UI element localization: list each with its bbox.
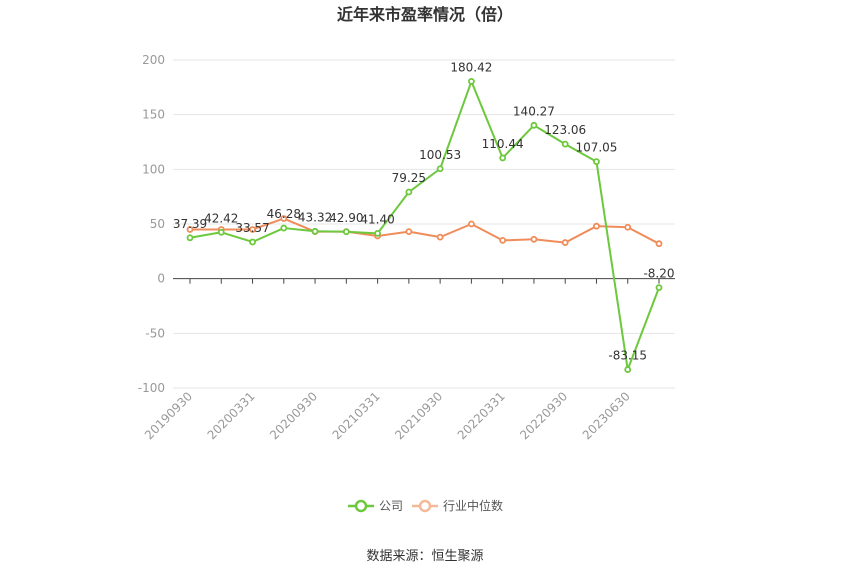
legend-label-industry: 行业中位数 bbox=[443, 498, 503, 513]
data-label: 46.28 bbox=[267, 207, 301, 221]
x-axis: 20190930 20200331 20200930 20210331 20210930… bbox=[142, 278, 660, 442]
y-tick-label: 150 bbox=[142, 108, 165, 122]
data-point-company bbox=[374, 230, 382, 237]
data-label: 42.90 bbox=[329, 211, 363, 225]
data-label: 100.53 bbox=[419, 148, 461, 162]
y-tick-label: 0 bbox=[157, 272, 165, 286]
legend-label-company: 公司 bbox=[379, 499, 403, 513]
data-point-industry bbox=[499, 236, 507, 244]
series-line-industry bbox=[190, 217, 660, 245]
data-point-company bbox=[186, 234, 194, 242]
x-tick-label: 20210930 bbox=[392, 389, 445, 442]
data-point-company bbox=[530, 121, 538, 129]
data-point-industry bbox=[530, 235, 538, 243]
data-point-company bbox=[593, 158, 600, 166]
legend: 公司 行业中位数 bbox=[348, 498, 503, 513]
legend-item-company[interactable]: 公司 bbox=[348, 499, 403, 513]
data-label: 33.57 bbox=[235, 221, 269, 235]
data-point-company bbox=[249, 238, 256, 246]
y-axis-ticks: 200 150 100 50 0 -50 -100 bbox=[138, 53, 165, 395]
data-label: 37.39 bbox=[173, 217, 207, 231]
data-point-company bbox=[467, 78, 475, 85]
x-tick-label: 20200930 bbox=[267, 389, 320, 442]
data-point-industry bbox=[405, 228, 413, 236]
data-label: 107.05 bbox=[575, 141, 617, 155]
legend-item-industry[interactable]: 行业中位数 bbox=[412, 498, 503, 513]
data-label: 43.32 bbox=[298, 210, 332, 224]
data-label: -83.15 bbox=[608, 349, 647, 363]
series-group bbox=[186, 78, 663, 373]
data-point-company bbox=[217, 228, 225, 236]
y-tick-label: -50 bbox=[145, 326, 165, 340]
series-line-company bbox=[189, 80, 660, 371]
data-point-company bbox=[499, 154, 507, 162]
y-tick-label: 200 bbox=[142, 53, 165, 67]
data-label: 123.06 bbox=[544, 123, 586, 137]
data-point-industry bbox=[186, 226, 194, 233]
data-point-industry bbox=[593, 222, 600, 230]
x-tick-label: 20190930 bbox=[142, 389, 195, 442]
legend-marker-industry bbox=[418, 499, 432, 513]
y-tick-label: 100 bbox=[142, 162, 165, 176]
x-tick-label: 20220331 bbox=[455, 389, 508, 442]
data-label: 180.42 bbox=[450, 60, 492, 74]
data-point-industry bbox=[624, 223, 632, 231]
data-point-industry bbox=[467, 220, 475, 228]
data-point-industry bbox=[436, 233, 444, 241]
data-point-industry bbox=[249, 226, 256, 233]
legend-marker-company bbox=[354, 499, 368, 513]
data-point-company bbox=[311, 227, 319, 235]
data-label: 42.42 bbox=[204, 211, 238, 225]
data-point-industry bbox=[655, 240, 663, 248]
data-label: 140.27 bbox=[513, 104, 555, 118]
data-point-company bbox=[280, 224, 288, 232]
data-source: 数据来源：恒生聚源 bbox=[366, 549, 483, 564]
data-label: 79.25 bbox=[392, 171, 426, 185]
data-label: 110.44 bbox=[482, 137, 524, 151]
data-point-company bbox=[342, 228, 350, 236]
data-point-industry bbox=[280, 215, 288, 222]
x-tick-label: 20230630 bbox=[580, 389, 633, 442]
y-tick-label: 50 bbox=[150, 217, 165, 231]
x-tick-label: 20210331 bbox=[330, 389, 383, 442]
data-point-company bbox=[436, 165, 444, 173]
data-point-industry bbox=[561, 239, 569, 246]
grid-lines bbox=[173, 59, 675, 389]
chart-title: 近年来市盈率情况（倍） bbox=[337, 5, 513, 24]
data-point-company bbox=[655, 284, 663, 292]
x-tick-label: 20220930 bbox=[517, 389, 570, 442]
data-point-company bbox=[624, 366, 632, 373]
data-point-company bbox=[561, 140, 569, 148]
x-tick-label: 20200331 bbox=[205, 389, 258, 442]
data-label: -8.20 bbox=[643, 267, 674, 281]
data-label: 41.40 bbox=[360, 212, 394, 226]
y-tick-label: -100 bbox=[138, 381, 165, 395]
data-point-company bbox=[405, 188, 413, 196]
